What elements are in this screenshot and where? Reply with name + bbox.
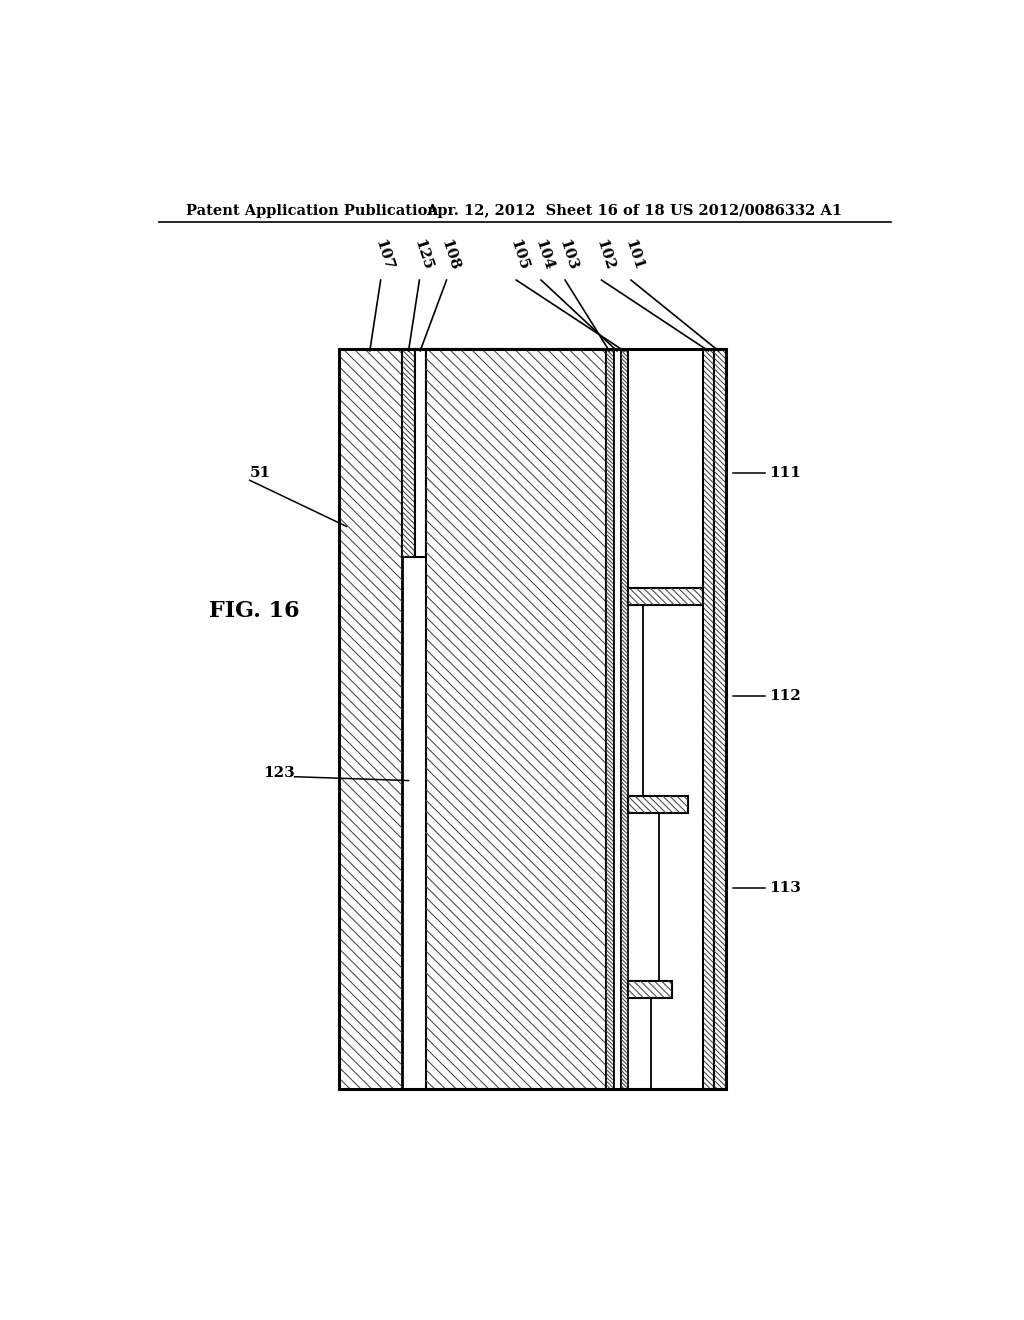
Text: Apr. 12, 2012  Sheet 16 of 18: Apr. 12, 2012 Sheet 16 of 18: [426, 203, 665, 218]
Bar: [614, 350, 621, 1089]
Text: 105: 105: [508, 238, 530, 272]
Bar: [339, 350, 402, 1089]
Text: Patent Application Publication: Patent Application Publication: [186, 203, 438, 218]
Text: 123: 123: [263, 766, 295, 780]
Bar: [402, 350, 415, 557]
Text: US 2012/0086332 A1: US 2012/0086332 A1: [671, 203, 843, 218]
Text: FIG. 16: FIG. 16: [209, 601, 300, 622]
Bar: [628, 589, 703, 605]
Bar: [628, 350, 703, 1089]
Bar: [415, 350, 426, 557]
Text: 51: 51: [250, 466, 270, 479]
Bar: [606, 350, 614, 1089]
Bar: [703, 350, 714, 1089]
Bar: [426, 350, 606, 1089]
Text: 108: 108: [438, 238, 461, 272]
Text: 102: 102: [593, 238, 616, 272]
Text: 111: 111: [769, 466, 801, 479]
Bar: [339, 350, 726, 1089]
Text: 112: 112: [769, 689, 801, 702]
Bar: [628, 981, 672, 998]
Text: 125: 125: [411, 238, 434, 272]
Text: 113: 113: [769, 882, 801, 895]
Bar: [339, 350, 726, 1089]
Bar: [714, 350, 726, 1089]
Bar: [628, 796, 687, 813]
Text: 104: 104: [532, 238, 556, 272]
Text: 103: 103: [557, 238, 580, 272]
Text: 107: 107: [372, 238, 395, 272]
Text: 101: 101: [623, 238, 646, 272]
Bar: [621, 350, 628, 1089]
